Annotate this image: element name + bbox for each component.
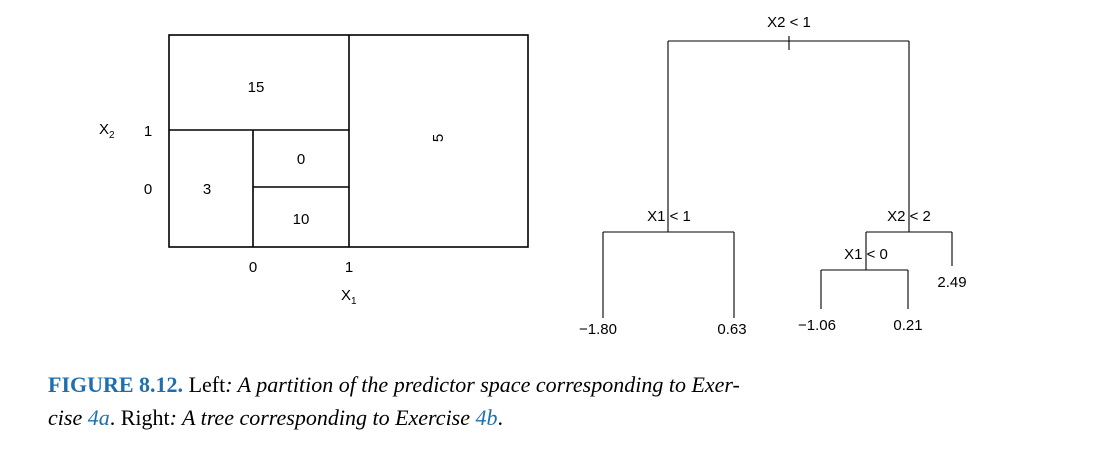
figure-canvas: 15 3 0 10 5 1 0 0 1 X2 X1 X2 < 1 X1 < 1 … [99,14,967,338]
tree-leaf-3: −1.06 [798,317,836,334]
region-value-middle-upper: 0 [297,151,305,168]
region-value-middle-lower: 10 [293,211,310,228]
tree-split-x1-lt-1: X1 < 1 [647,208,691,225]
tree-split-root: X2 < 1 [767,14,811,31]
caption-figure-label: FIGURE 8.12. [48,372,184,397]
caption-ref-4a[interactable]: 4a [87,405,110,430]
y-tick-0: 0 [144,181,152,198]
caption-end: . [497,405,504,430]
partition-diagram: 15 3 0 10 5 1 0 0 1 X2 X1 [99,34,529,307]
tree-leaf-2: 0.63 [717,321,746,338]
tree-leaf-5: 2.49 [937,274,966,291]
region-value-bottom-left: 3 [203,181,211,198]
caption-left-text: : A partition of the predictor space cor… [225,372,740,397]
y-tick-1: 1 [144,123,152,140]
tree-leaf-4: 0.21 [893,317,922,334]
tree-split-x2-lt-2: X2 < 2 [887,208,931,225]
x-tick-1: 1 [345,259,353,276]
caption-left-word: Left [188,372,226,397]
region-value-top-left: 15 [248,79,265,96]
regression-tree: X2 < 1 X1 < 1 X2 < 2 X1 < 0 −1.80 0.63 −… [579,14,967,338]
y-axis-label: X2 [99,121,115,141]
caption-right-word: . Right [109,405,170,430]
x-tick-0: 0 [249,259,257,276]
tree-split-x1-lt-0: X1 < 0 [844,246,888,263]
region-value-right: 5 [430,134,447,142]
caption-ref-4b[interactable]: 4b [475,405,498,430]
caption-left-text-cont: cise [48,405,88,430]
caption-right-text: : A tree corresponding to Exercise [169,405,476,430]
tree-leaf-1: −1.80 [579,321,617,338]
figure-caption: FIGURE 8.12. Left: A partition of the pr… [48,368,1058,434]
x-axis-label: X1 [341,287,357,307]
